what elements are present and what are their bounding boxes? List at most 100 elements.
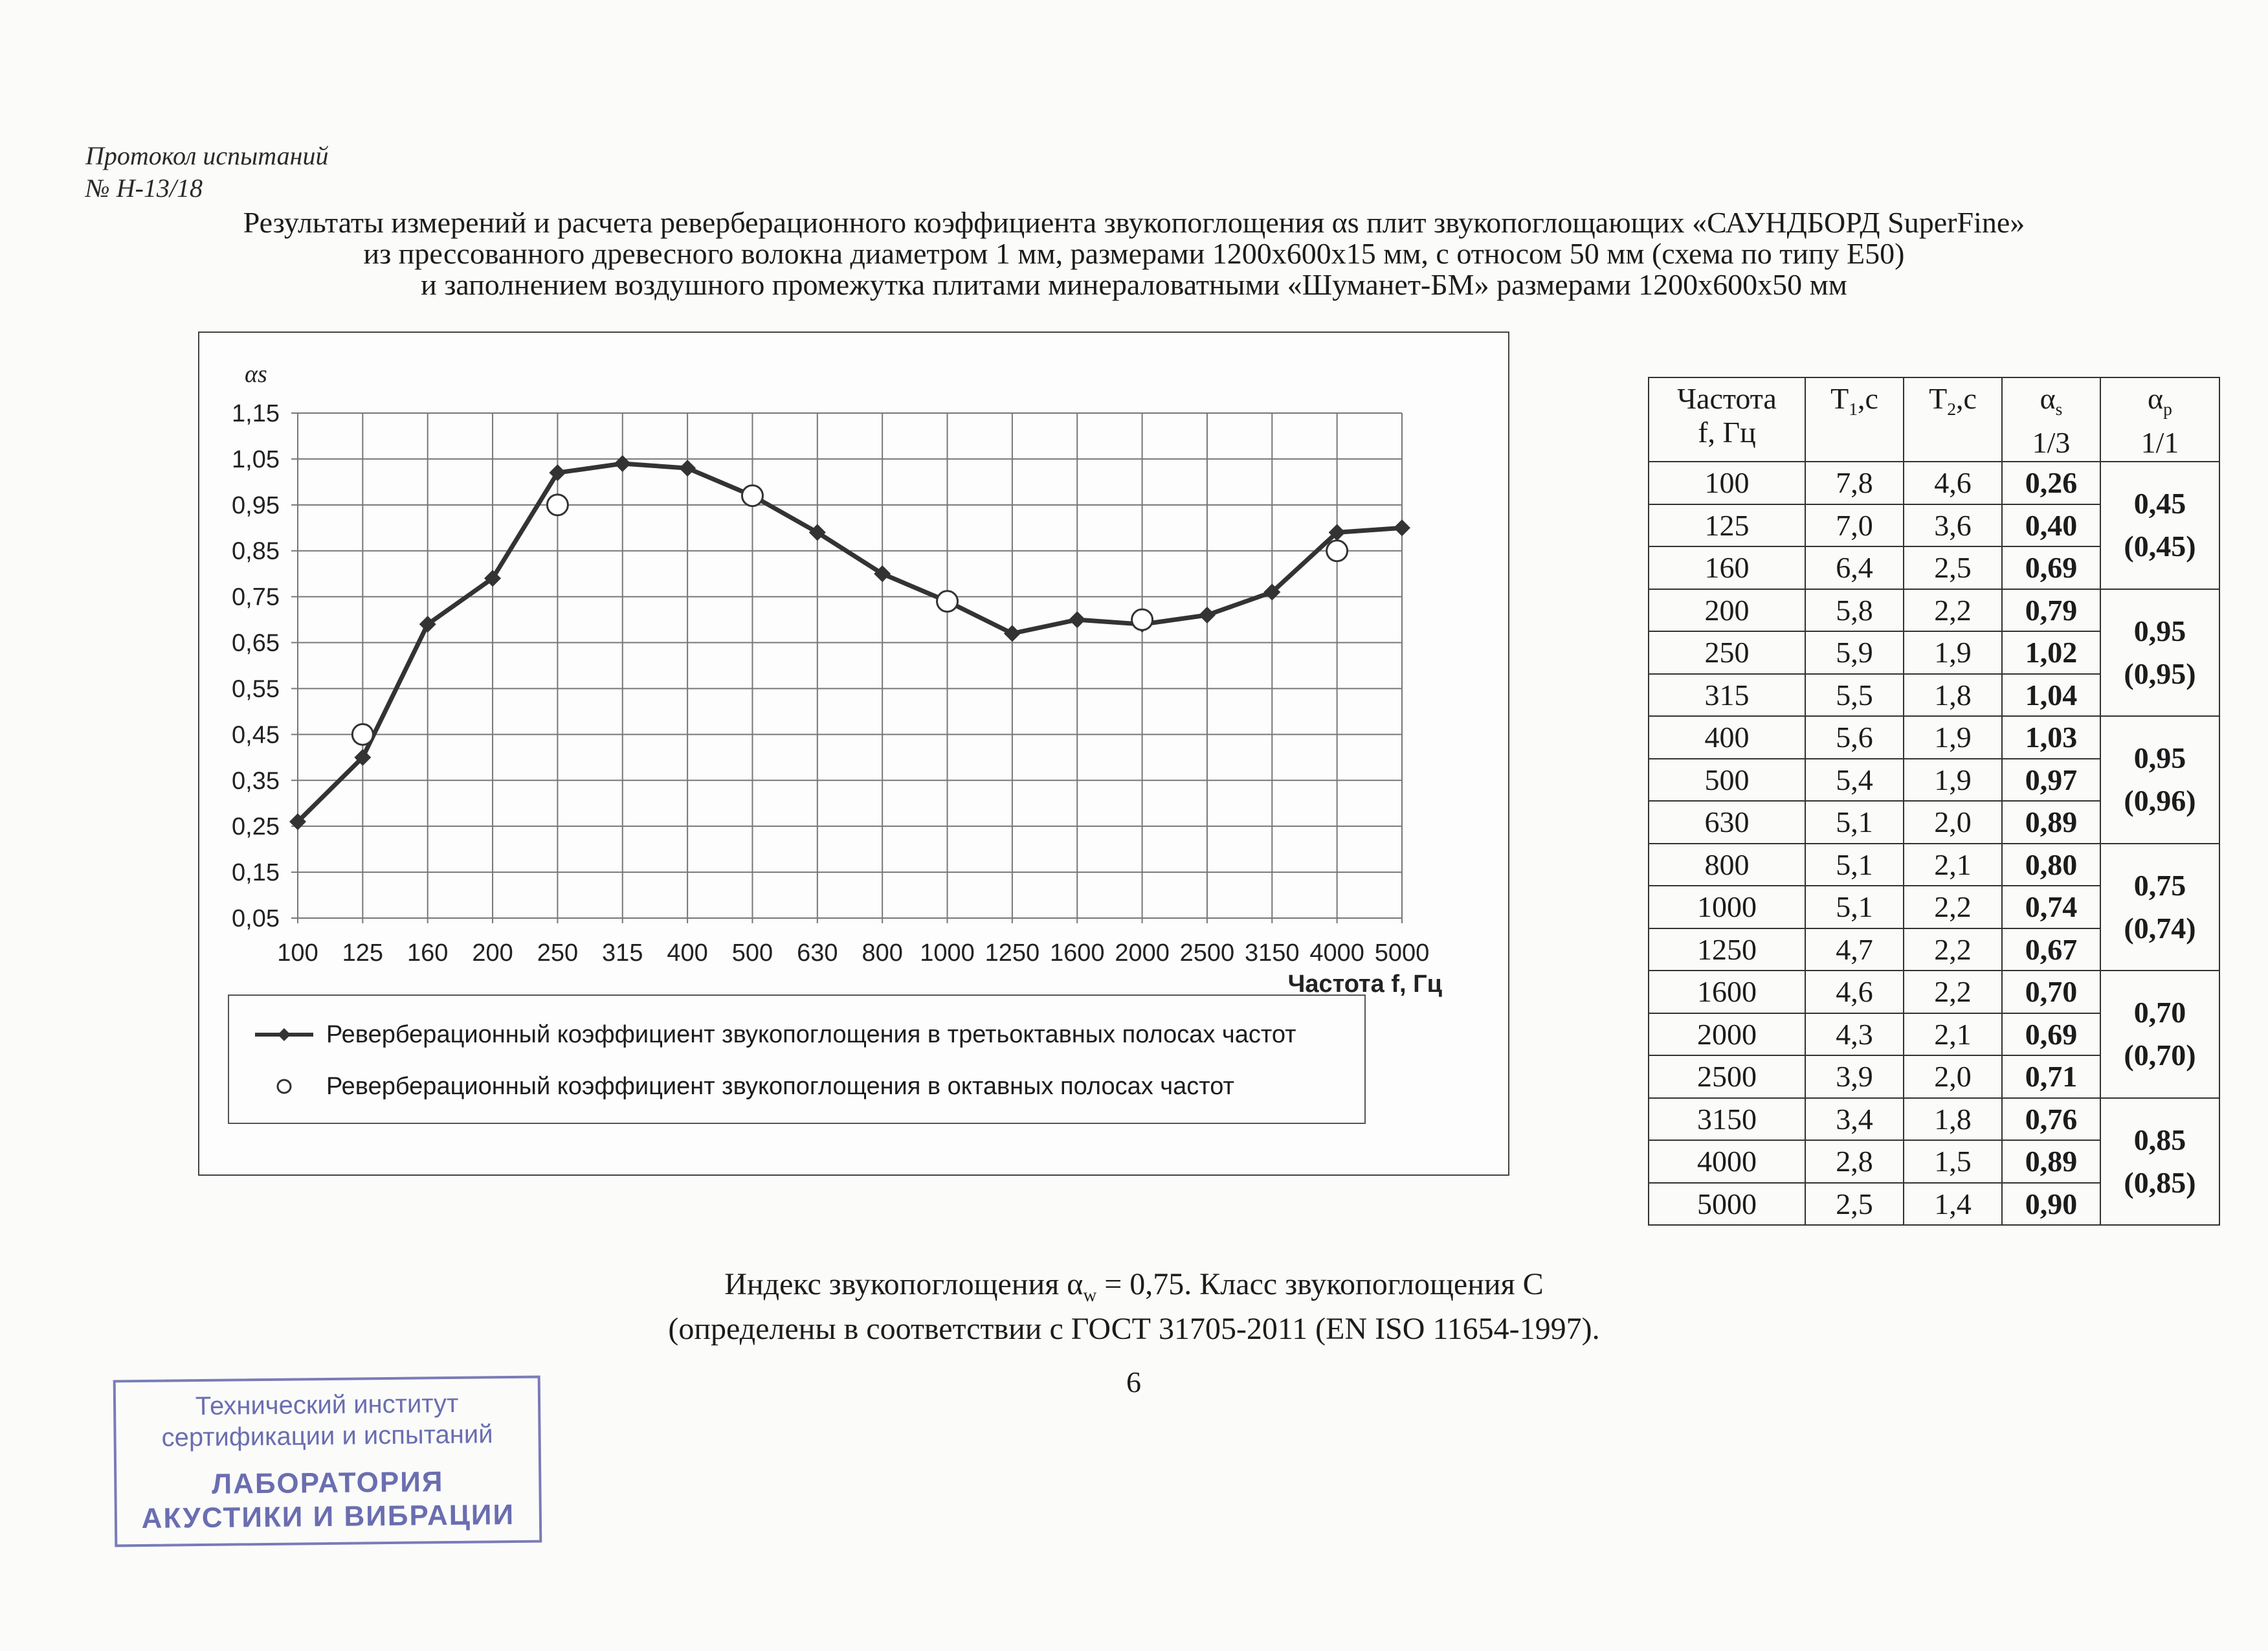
header-frequency: Частота f, Гц xyxy=(1648,377,1806,462)
data-point-diamond xyxy=(1263,583,1281,601)
data-point-diamond xyxy=(1198,607,1216,623)
x-tick-label: 200 xyxy=(472,939,513,967)
y-tick-label: 0,35 xyxy=(232,767,280,794)
laboratory-stamp: Технический институт сертификации и испы… xyxy=(113,1375,542,1547)
freq-cell: 315 xyxy=(1648,673,1806,717)
data-point-circle xyxy=(936,590,959,613)
x-tick-label: 3150 xyxy=(1245,939,1300,967)
t2-cell: 2,1 xyxy=(1903,1012,2003,1056)
t2-cell: 1,5 xyxy=(1903,1140,2003,1184)
heading-line-3: и заполнением воздушного промежутка плит… xyxy=(421,268,1847,301)
t1-cell: 3,9 xyxy=(1805,1055,1904,1099)
freq-cell: 5000 xyxy=(1648,1182,1806,1226)
data-point-diamond xyxy=(1328,524,1346,541)
table-row: 5000 2,5 1,4 0,90 xyxy=(1648,1182,2219,1226)
table-row: 250 5,9 1,9 1,02 xyxy=(1648,631,2219,675)
t1-cell: 2,5 xyxy=(1805,1182,1904,1226)
t2-cell: 1,9 xyxy=(1903,758,2003,802)
alpha-s-cell: 1,02 xyxy=(2001,631,2101,675)
table-row: 100 7,8 4,6 0,26 0,45 (0,45) xyxy=(1648,461,2220,590)
alpha-s-cell: 0,70 xyxy=(2001,970,2101,1014)
diamond-line-icon xyxy=(255,1028,313,1041)
t2-cell: 1,9 xyxy=(1903,631,2003,675)
t1-cell: 5,4 xyxy=(1805,758,1904,802)
freq-cell: 200 xyxy=(1648,588,1806,632)
t1-cell: 2,8 xyxy=(1805,1140,1904,1184)
t1-cell: 5,1 xyxy=(1805,885,1904,929)
header-alpha-s: αs 1/3 xyxy=(2001,377,2101,462)
data-point-circle xyxy=(1326,539,1349,563)
header-t1: T1,с xyxy=(1805,377,1904,462)
t2-cell: 2,2 xyxy=(1903,970,2003,1014)
t2-cell: 1,8 xyxy=(1903,1097,2003,1141)
t2-cell: 2,2 xyxy=(1903,927,2003,971)
alpha-s-cell: 1,04 xyxy=(2001,673,2101,717)
freq-cell: 630 xyxy=(1648,800,1806,844)
series-line-third-octave xyxy=(296,461,1403,824)
table-row: 160 6,4 2,5 0,69 xyxy=(1648,546,2219,590)
x-tick-label: 4000 xyxy=(1309,939,1364,967)
x-tick-label: 800 xyxy=(862,939,902,967)
freq-cell: 3150 xyxy=(1648,1097,1806,1141)
freq-cell: 2000 xyxy=(1648,1012,1806,1056)
document-heading: Результаты измерений и расчета ревербера… xyxy=(0,207,2268,300)
t2-cell: 2,0 xyxy=(1903,1055,2003,1099)
freq-cell: 500 xyxy=(1648,758,1806,802)
table-body: 100 7,8 4,6 0,26 0,45 (0,45) 125 7,0 3,6 0,40 160 6… xyxy=(1648,461,2220,1226)
data-point-circle xyxy=(546,493,569,517)
t2-cell: 2,2 xyxy=(1903,588,2003,632)
alpha-p-cell: 0,95 (0,95) xyxy=(2100,588,2220,717)
x-tick-label: 400 xyxy=(667,939,707,967)
t2-cell: 2,1 xyxy=(1903,842,2003,886)
alpha-s-cell: 0,79 xyxy=(2001,588,2101,632)
data-point-diamond xyxy=(1069,611,1086,629)
t2-cell: 1,9 xyxy=(1903,715,2003,759)
table-row: 400 5,6 1,9 1,03 0,95 (0,96) xyxy=(1648,715,2220,844)
t1-cell: 7,8 xyxy=(1805,461,1904,505)
results-table: Частота f, Гц T1,с T2,с αs 1/3 αp 1/1 100 7… xyxy=(1648,377,2220,1226)
x-tick-label: 315 xyxy=(602,939,643,967)
x-tick-label: 1250 xyxy=(985,939,1040,967)
alpha-s-cell: 0,74 xyxy=(2001,885,2101,929)
y-tick-label: 0,95 xyxy=(232,492,280,519)
alpha-s-cell: 0,90 xyxy=(2001,1182,2101,1226)
x-tick-label: 250 xyxy=(537,939,578,967)
data-point-circle xyxy=(1131,608,1154,631)
data-point-diamond xyxy=(549,464,566,482)
data-point-circle xyxy=(351,723,374,746)
data-point-diamond xyxy=(679,460,696,477)
y-tick-label: 1,05 xyxy=(232,446,280,473)
header-t2: T2,с xyxy=(1903,377,2003,462)
t1-cell: 4,7 xyxy=(1805,927,1904,971)
x-tick-label: 125 xyxy=(342,939,383,967)
t1-cell: 5,1 xyxy=(1805,842,1904,886)
legend-label: Реверберационный коэффициент звукопоглощ… xyxy=(326,1073,1234,1100)
t1-cell: 5,5 xyxy=(1805,673,1904,717)
y-axis-label: αs xyxy=(245,361,267,388)
x-tick-label: 2500 xyxy=(1180,939,1235,967)
absorption-chart: 1,15 1,05 0,95 0,85 0,75 0,65 0,55 0,45 0,35 0,25… xyxy=(232,361,1443,998)
data-point-diamond xyxy=(1394,519,1410,537)
open-circle-icon xyxy=(276,1079,292,1094)
index-line-2: (определены в соответствии с ГОСТ 31705-… xyxy=(668,1311,1600,1346)
table-row: 2000 4,3 2,1 0,69 xyxy=(1648,1012,2219,1056)
freq-cell: 1000 xyxy=(1648,885,1806,929)
t2-cell: 1,8 xyxy=(1903,673,2003,717)
protocol-header: Протокол испытаний № Н-13/18 xyxy=(85,140,328,205)
table-row: 1600 4,6 2,2 0,70 0,70 (0,70) xyxy=(1648,970,2220,1099)
freq-cell: 1600 xyxy=(1648,970,1806,1014)
t1-cell: 5,8 xyxy=(1805,588,1904,632)
alpha-s-cell: 0,97 xyxy=(2001,758,2101,802)
y-tick-label: 0,15 xyxy=(232,859,280,886)
table-row: 1000 5,1 2,2 0,74 xyxy=(1648,885,2219,929)
x-tick-label: 630 xyxy=(797,939,838,967)
y-tick-label: 0,75 xyxy=(232,584,280,611)
x-tick-label: 160 xyxy=(407,939,448,967)
alpha-p-cell: 0,70 (0,70) xyxy=(2100,970,2220,1099)
protocol-number: № Н-13/18 xyxy=(85,174,203,203)
y-tick-label: 0,05 xyxy=(232,905,280,932)
alpha-s-cell: 0,67 xyxy=(2001,927,2101,971)
x-tick-label: 2000 xyxy=(1115,939,1170,967)
x-tick-label: 5000 xyxy=(1375,939,1430,967)
protocol-title: Протокол испытаний xyxy=(85,141,329,170)
